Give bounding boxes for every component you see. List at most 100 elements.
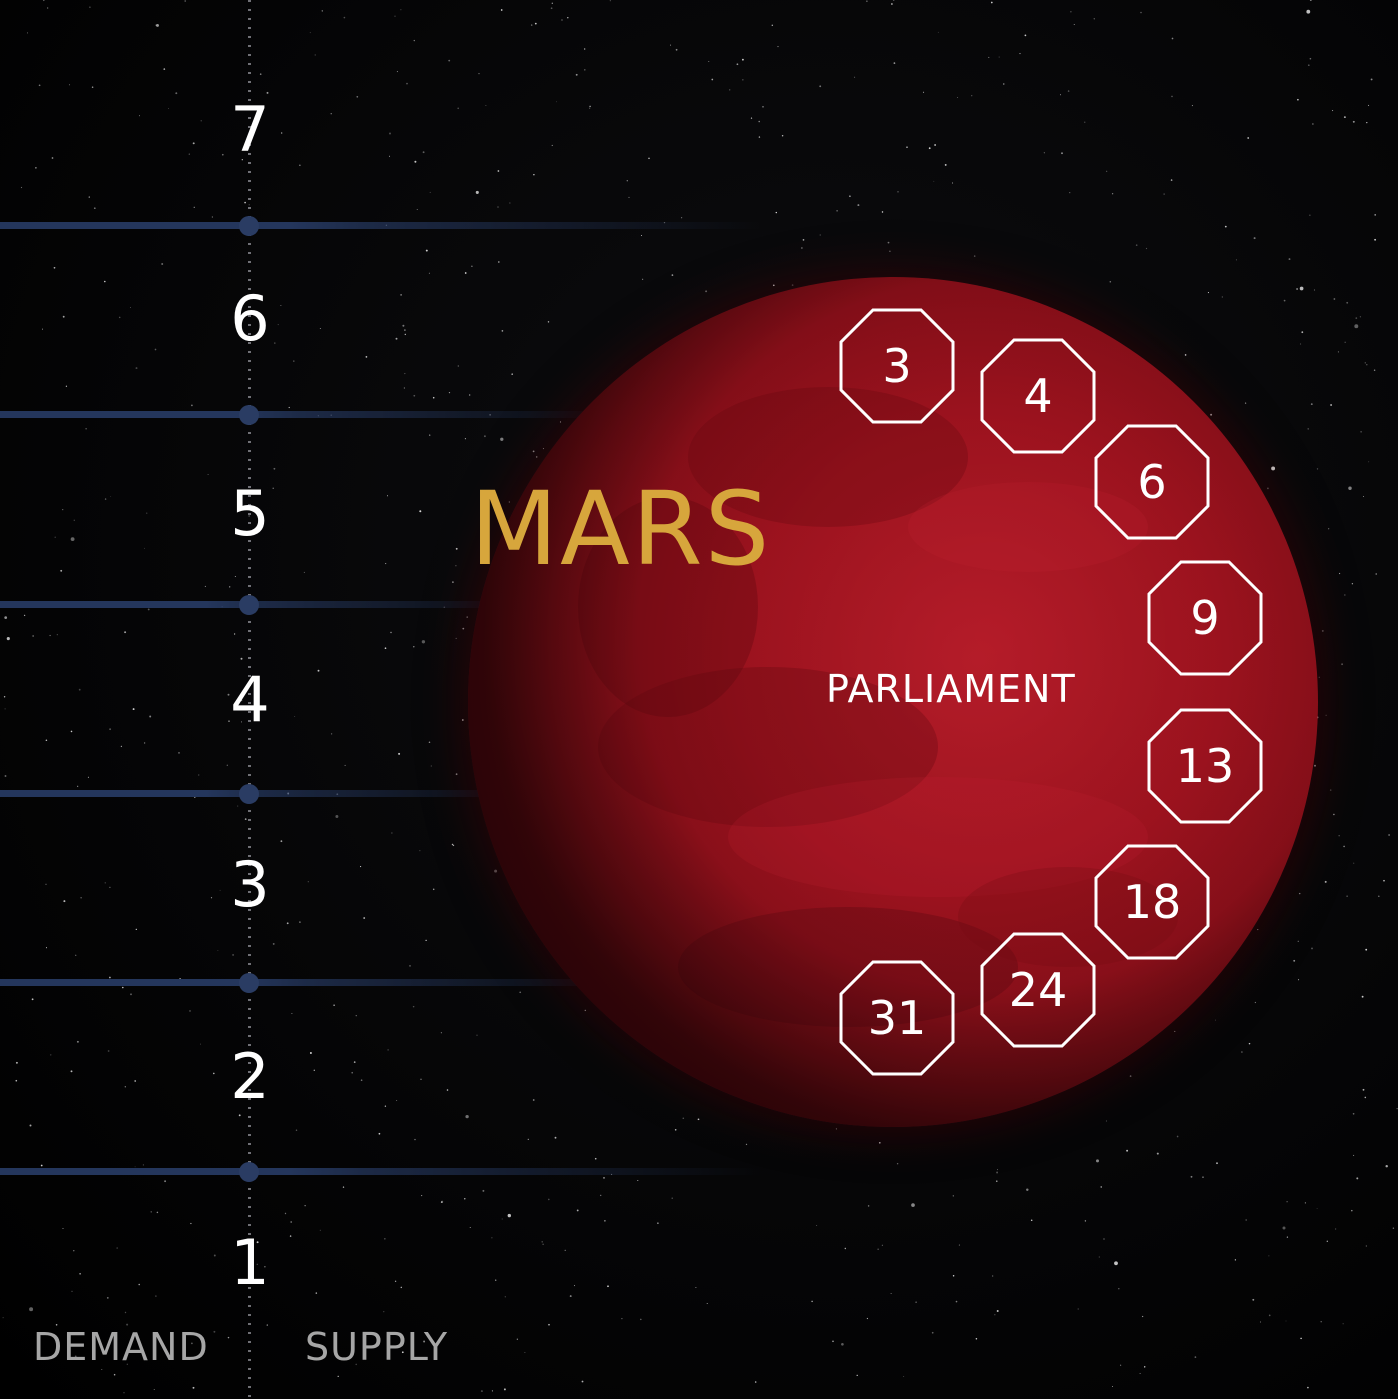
star [207,473,209,476]
star [104,498,107,500]
star [1332,110,1334,112]
star [266,1324,268,1326]
star [106,1296,109,1299]
star [551,144,553,146]
star [351,1071,353,1074]
parliament-space[interactable]: 13 [1145,706,1265,826]
star [1141,1315,1144,1318]
star [232,953,235,956]
star [213,1330,216,1333]
star [317,669,320,672]
star [1268,1255,1270,1257]
parliament-space[interactable]: 3 [837,306,957,426]
star [866,0,868,2]
star [35,167,37,169]
star [132,708,135,711]
star [931,1331,934,1334]
star [1184,354,1187,356]
star [289,1235,292,1237]
star [509,202,511,204]
star [1309,0,1312,1]
parliament-space-number: 4 [1023,369,1053,423]
star [1316,468,1319,470]
star [471,265,473,267]
star [1330,404,1333,406]
star [309,32,311,34]
star [542,1243,544,1245]
star [1328,528,1330,530]
star [682,1117,685,1120]
star [1296,288,1299,290]
parliament-space-number: 9 [1190,591,1220,645]
star [365,356,368,358]
star [4,708,6,710]
star [104,882,106,884]
star [516,1338,518,1340]
star [775,211,777,214]
star [432,396,435,399]
parliament-space[interactable]: 4 [978,336,1098,456]
parliament-space[interactable]: 31 [837,958,957,1078]
star [355,1015,357,1017]
star [504,1296,506,1298]
star [1224,225,1227,228]
star [293,360,295,362]
star [1362,1088,1365,1091]
star [750,117,753,119]
row-divider [0,979,640,986]
star [178,752,180,754]
star [835,1128,837,1130]
star [1334,1228,1337,1230]
star [413,646,415,648]
star [1352,120,1355,123]
star [455,637,457,639]
star [45,947,48,949]
star [903,1376,905,1378]
star [1190,1175,1193,1178]
star [1351,583,1354,585]
star [138,1283,140,1286]
star [401,1351,404,1354]
star [542,448,544,450]
parliament-space[interactable]: 9 [1145,558,1265,678]
star [1067,90,1070,92]
star [973,255,976,257]
star [1103,1238,1105,1240]
star [68,84,71,86]
star [1244,402,1247,404]
star [836,210,838,212]
demand-supply-axis [248,0,251,1399]
star [123,1392,125,1394]
parliament-space[interactable]: 18 [1092,842,1212,962]
star [330,733,333,735]
parliament-space[interactable]: 6 [1092,422,1212,542]
star [192,142,195,145]
star [455,773,458,776]
star [74,1355,77,1358]
star [1241,1051,1243,1053]
star [1283,299,1286,302]
star [1214,1019,1216,1021]
star [404,373,406,375]
parliament-space-number: 18 [1122,875,1182,929]
star [389,155,390,157]
star [771,24,774,27]
star [56,634,58,636]
row-divider [0,1168,760,1175]
star [762,105,764,108]
star [1342,1323,1344,1325]
star [994,1314,996,1316]
row-marker-dot [239,1162,259,1182]
star [911,1203,915,1207]
star [671,274,674,276]
star [238,1114,241,1117]
star [107,1050,110,1052]
star [73,519,75,521]
star [791,284,794,286]
star [241,721,242,723]
parliament-space[interactable]: 24 [978,930,1098,1050]
star [73,1250,75,1252]
star [777,46,779,48]
star [419,850,421,852]
